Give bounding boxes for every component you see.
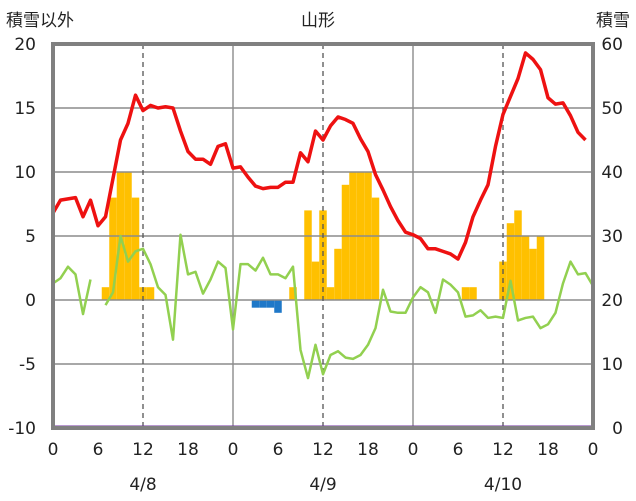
left-tick-label: -5 [19, 355, 36, 375]
precipitation-bar [521, 236, 530, 300]
left-tick-label: 15 [14, 99, 36, 119]
green-series-line [104, 233, 595, 380]
blue-bar [259, 300, 267, 308]
x-tick-label: 6 [453, 440, 464, 460]
right-tick-label: 10 [601, 355, 623, 375]
precipitation-bar [341, 184, 350, 300]
precipitation-bar [469, 287, 477, 300]
x-tick-label: 18 [177, 440, 199, 460]
x-tick-label: 12 [132, 440, 154, 460]
x-tick-label: 6 [93, 440, 104, 460]
precipitation-bar [371, 197, 380, 300]
x-tick-label: 0 [408, 440, 419, 460]
precipitation-bar [304, 210, 312, 300]
day-label: 4/8 [129, 475, 156, 495]
precipitation-bar [139, 287, 147, 300]
left-tick-label: 10 [14, 163, 36, 183]
plot-frame [51, 42, 595, 430]
chart-title: 山形 [301, 11, 335, 31]
x-tick-label: 18 [357, 440, 379, 460]
day-label: 4/9 [309, 475, 336, 495]
left-tick-label: 20 [14, 35, 36, 55]
precipitation-bar [461, 287, 470, 300]
precipitation-bar [131, 197, 140, 300]
x-tick-label: 0 [48, 440, 59, 460]
day-label: 4/10 [484, 475, 522, 495]
precipitation-bar [289, 287, 297, 300]
right-tick-label: 20 [601, 291, 623, 311]
blue-bar [251, 300, 260, 308]
blue-bar [266, 300, 275, 308]
x-tick-label: 18 [537, 440, 559, 460]
precipitation-bar [109, 197, 117, 300]
right-axis-title: 積雪 [596, 11, 630, 31]
right-tick-label: 50 [601, 99, 623, 119]
precipitation-bar [311, 261, 320, 300]
precipitation-bar [514, 210, 522, 300]
left-tick-label: 5 [25, 227, 36, 247]
left-tick-label: -10 [8, 419, 36, 439]
precipitation-bar [101, 287, 110, 300]
precipitation-bar [326, 287, 335, 300]
left-axis-title: 積雪以外 [6, 11, 74, 31]
x-tick-label: 6 [273, 440, 284, 460]
x-tick-label: 12 [312, 440, 334, 460]
precipitation-bar [146, 287, 155, 300]
precipitation-bar [536, 236, 545, 300]
green-series-line [52, 265, 92, 316]
right-tick-label: 60 [601, 35, 623, 55]
x-tick-label: 0 [228, 440, 239, 460]
x-tick-label: 0 [588, 440, 599, 460]
right-tick-label: 0 [612, 419, 623, 439]
left-tick-label: 0 [25, 291, 36, 311]
precipitation-bar [529, 248, 537, 300]
precipitation-bar [506, 223, 515, 300]
temperature-line [51, 51, 587, 261]
precipitation-bar [334, 248, 342, 300]
blue-bar [274, 300, 282, 313]
right-tick-label: 40 [601, 163, 623, 183]
right-tick-label: 30 [601, 227, 623, 247]
x-tick-label: 12 [492, 440, 514, 460]
